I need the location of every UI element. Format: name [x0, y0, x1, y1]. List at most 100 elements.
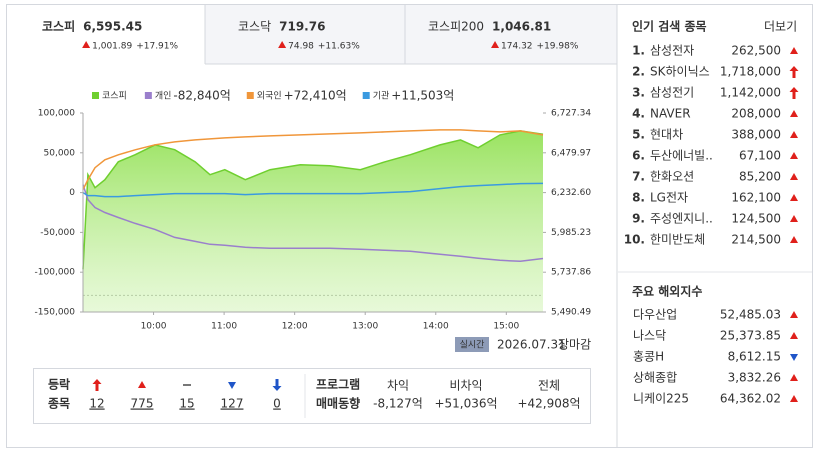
arrow-icon	[228, 382, 236, 389]
y2-tick-label: 6,232.60	[551, 188, 591, 198]
breadth-count[interactable]: 12	[89, 397, 104, 411]
breadth-count[interactable]: 15	[179, 397, 194, 411]
stock-price: 1,142,000	[720, 86, 781, 100]
line	[82, 182, 544, 198]
arrow-icon	[790, 47, 798, 54]
more-link[interactable]: 더보기	[764, 20, 797, 34]
stock-name[interactable]: 현대차	[650, 128, 683, 142]
rank: 3.	[632, 86, 645, 100]
arrow-icon	[92, 379, 102, 391]
x-tick-label: 11:00	[211, 322, 237, 332]
line	[82, 129, 544, 190]
program-header: 전체	[538, 379, 560, 393]
legend-value: -82,840억	[173, 89, 230, 103]
index-value: 3,832.26	[728, 371, 781, 385]
y-tick-label: -100,000	[35, 268, 76, 278]
program-label: 매매동향	[316, 396, 360, 411]
tab-bg	[205, 5, 617, 64]
stock-price: 214,500	[731, 233, 781, 247]
legend-swatch	[362, 92, 370, 99]
arrow-icon	[790, 395, 798, 402]
stock-price: 262,500	[731, 44, 781, 58]
index-value: 52,485.03	[720, 308, 781, 322]
stock-name[interactable]: 두산에너빌..	[650, 149, 713, 163]
breadth-count[interactable]: 127	[221, 397, 244, 411]
stock-name[interactable]: 주성엔지니..	[650, 212, 713, 226]
x-tick-label: 10:00	[141, 322, 167, 332]
line	[82, 130, 544, 270]
y-tick-label: 100,000	[38, 109, 75, 119]
panel-title: 인기 검색 종목	[632, 19, 707, 34]
tab-change: 174.32	[501, 42, 533, 52]
legend-label: 기관	[373, 91, 390, 102]
rank: 7.	[632, 170, 645, 184]
rank: 1.	[632, 44, 645, 58]
stock-name[interactable]: LG전자	[650, 191, 688, 205]
tab-change: 74.98	[288, 42, 314, 52]
legend-swatch	[246, 92, 254, 99]
program-header: 차익	[387, 379, 409, 393]
y-tick-label: -150,000	[35, 308, 76, 318]
tab-change: 1,001.89	[92, 42, 132, 52]
stock-name[interactable]: SK하이닉스	[650, 65, 710, 79]
stock-price: 1,718,000	[720, 65, 781, 79]
panel-title: 주요 해외지수	[632, 284, 702, 299]
legend-value: +72,410억	[284, 89, 347, 103]
y2-tick-label: 5,985.23	[551, 228, 591, 238]
legend-swatch	[144, 92, 152, 99]
arrow-icon	[790, 374, 798, 381]
index-name[interactable]: 나스닥	[633, 329, 666, 343]
stock-price: 208,000	[731, 107, 781, 121]
arrow-icon	[790, 332, 798, 339]
arrow-icon	[278, 41, 287, 48]
status: 장마감	[558, 338, 591, 352]
legend-label: 코스피	[102, 91, 127, 102]
y-tick-label: -50,000	[40, 228, 75, 238]
y2-tick-label: 6,727.34	[551, 109, 591, 119]
index-name[interactable]: 홍콩H	[633, 350, 664, 364]
program-value: +42,908억	[517, 397, 580, 411]
tab-value[interactable]: 1,046.81	[492, 20, 551, 34]
x-tick-label: 14:00	[423, 322, 449, 332]
index-name[interactable]: 상해종합	[633, 371, 677, 385]
arrow-icon	[789, 87, 799, 99]
tab-value[interactable]: 6,595.45	[83, 20, 142, 34]
stock-price: 388,000	[731, 128, 781, 142]
index-name[interactable]: 다우산업	[633, 308, 677, 322]
stock-price: 85,200	[739, 170, 781, 184]
tab-rate: +17.91%	[136, 42, 178, 52]
breadth-count[interactable]: 775	[131, 397, 154, 411]
tab-rate: +19.98%	[537, 42, 579, 52]
rank: 2.	[632, 65, 645, 79]
date: 2026.07.31	[497, 338, 566, 352]
arrow-icon	[491, 41, 500, 48]
tab-name[interactable]: 코스닥	[238, 20, 271, 34]
arrow-icon	[790, 194, 798, 201]
breadth-label: 등락	[48, 378, 70, 392]
summary-box	[33, 368, 591, 424]
badge: 실시간	[460, 340, 485, 351]
arrow-icon	[790, 131, 798, 138]
stock-name[interactable]: 삼성전기	[650, 86, 694, 100]
tab-name[interactable]: 코스피200	[428, 20, 484, 34]
index-name[interactable]: 니케이225	[633, 392, 689, 406]
x-tick-label: 15:00	[493, 322, 519, 332]
stock-name[interactable]: NAVER	[650, 107, 691, 121]
stock-name[interactable]: 삼성전자	[650, 44, 694, 58]
breadth-count[interactable]: 0	[273, 397, 281, 411]
y-tick-label: 0	[69, 188, 75, 198]
arrow-icon	[790, 110, 798, 117]
stock-name[interactable]: 한미반도체	[650, 233, 705, 247]
stock-name[interactable]: 한화오션	[650, 170, 694, 184]
tab-name[interactable]: 코스피	[42, 19, 75, 34]
index-value: 64,362.02	[720, 392, 781, 406]
arrow-icon	[790, 152, 798, 159]
index-value: 25,373.85	[720, 329, 781, 343]
arrow-icon	[790, 173, 798, 180]
arrow-icon	[790, 311, 798, 318]
stock-price: 124,500	[731, 212, 781, 226]
rank: 4.	[632, 107, 645, 121]
arrow-icon	[82, 41, 91, 48]
tab-value[interactable]: 719.76	[279, 20, 325, 34]
